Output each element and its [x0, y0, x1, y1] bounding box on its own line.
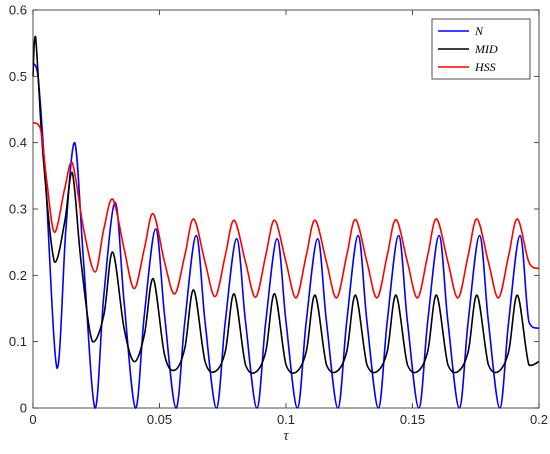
- x-tick-label: 0.15: [400, 412, 425, 427]
- x-axis-label: τ: [283, 428, 289, 444]
- x-tick-label: 0.05: [147, 412, 172, 427]
- y-tick-label: 0.4: [9, 135, 27, 150]
- legend-label-hss: HSS: [474, 60, 496, 74]
- series-line-hss: [32, 122, 540, 299]
- legend-label-n: N: [474, 24, 484, 38]
- y-tick-label: 0.5: [9, 69, 27, 84]
- series-line-mid: [32, 35, 540, 375]
- y-tick-label: 0.3: [9, 202, 27, 217]
- legend-label-mid: MID: [474, 42, 498, 56]
- y-tick-label: 0.2: [9, 268, 27, 283]
- axes-layer: 0 0.05 0.1 0.15 0.2 0 0.1 0.2 0.3 0.4 0.5 0.6: [9, 3, 548, 428]
- series-layer: [32, 35, 540, 409]
- x-tick-label: 0.2: [530, 412, 548, 427]
- x-tick-label: 0.1: [277, 412, 295, 427]
- y-tick-label: 0.1: [9, 334, 27, 349]
- y-tick-label: 0: [20, 401, 27, 416]
- y-tick-label: 0.6: [9, 3, 27, 18]
- legend: N MID HSS: [431, 18, 531, 80]
- x-tick-label: 0: [29, 412, 36, 427]
